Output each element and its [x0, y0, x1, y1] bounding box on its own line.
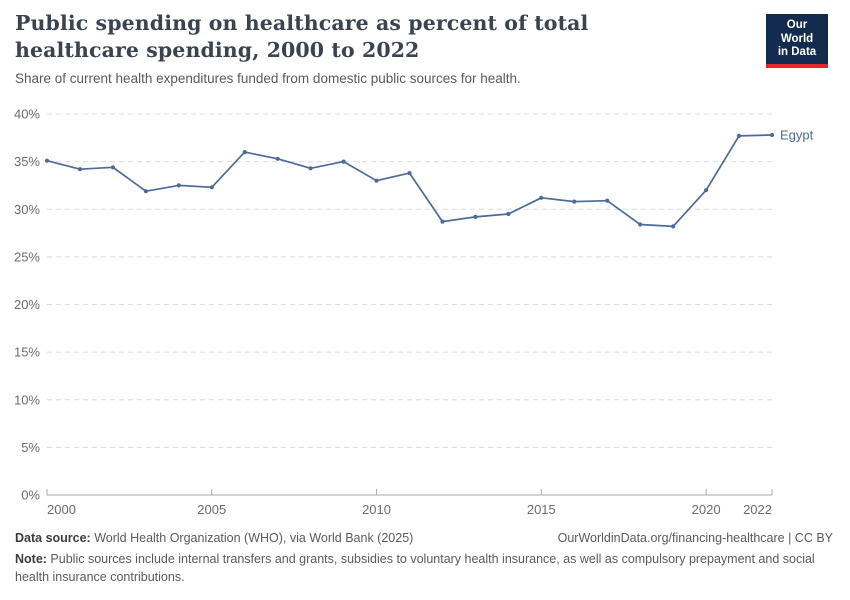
data-source-text: World Health Organization (WHO), via Wor… — [90, 531, 414, 545]
data-point[interactable] — [473, 214, 478, 219]
y-tick-label: 40% — [14, 107, 40, 122]
y-tick-label: 5% — [21, 440, 40, 455]
data-point[interactable] — [506, 211, 511, 217]
x-tick-label: 2022 — [743, 502, 772, 517]
owid-logo-line2: in Data — [777, 46, 817, 59]
data-point[interactable] — [44, 158, 50, 163]
data-point[interactable] — [605, 198, 610, 203]
data-point[interactable] — [671, 224, 676, 229]
y-tick-label: 25% — [14, 249, 40, 264]
y-tick-label: 0% — [21, 488, 40, 503]
x-tick-label: 2020 — [692, 502, 721, 517]
data-point[interactable] — [275, 156, 280, 161]
data-point[interactable] — [638, 222, 643, 227]
data-point[interactable] — [143, 189, 148, 194]
data-point[interactable] — [704, 188, 709, 193]
note-text: Public sources include internal transfer… — [15, 552, 815, 584]
data-point[interactable] — [736, 133, 742, 138]
data-point[interactable] — [308, 166, 313, 171]
chart-footer: Data source: World Health Organization (… — [15, 531, 833, 545]
x-tick-label: 2015 — [527, 502, 556, 517]
data-point[interactable] — [572, 199, 577, 204]
data-point[interactable] — [407, 171, 412, 176]
data-source-label: Data source: — [15, 531, 91, 545]
data-point[interactable] — [769, 132, 775, 138]
note-label: Note: — [15, 552, 47, 566]
chart-title: Public spending on healthcare as percent… — [15, 11, 589, 63]
y-tick-label: 15% — [14, 345, 40, 360]
data-point[interactable] — [374, 178, 379, 183]
y-tick-label: 30% — [14, 202, 40, 217]
series-end-label[interactable]: Egypt — [780, 127, 814, 142]
x-tick-label: 2000 — [47, 502, 76, 517]
owid-logo-line1: Our World — [780, 19, 814, 45]
data-point[interactable] — [77, 167, 83, 172]
data-point[interactable] — [341, 159, 346, 164]
owid-logo[interactable]: Our World in Data — [766, 14, 828, 68]
data-point[interactable] — [176, 183, 181, 188]
owid-license-link[interactable]: OurWorldinData.org/financing-healthcare … — [557, 531, 833, 545]
y-tick-label: 20% — [14, 297, 40, 312]
data-point[interactable] — [110, 165, 115, 170]
data-point[interactable] — [209, 185, 214, 190]
y-tick-label: 35% — [14, 154, 40, 169]
x-tick-label: 2005 — [197, 502, 226, 517]
data-source-line: Data source: World Health Organization (… — [15, 531, 413, 545]
x-tick-label: 2010 — [362, 502, 391, 517]
chart-subtitle: Share of current health expenditures fun… — [15, 71, 521, 86]
data-point[interactable] — [539, 195, 544, 200]
y-tick-label: 10% — [14, 392, 40, 407]
data-point[interactable] — [440, 219, 445, 224]
data-point[interactable] — [242, 150, 247, 155]
chart-note: Note: Public sources include internal tr… — [15, 551, 827, 587]
trend-line-egypt[interactable] — [46, 134, 773, 228]
